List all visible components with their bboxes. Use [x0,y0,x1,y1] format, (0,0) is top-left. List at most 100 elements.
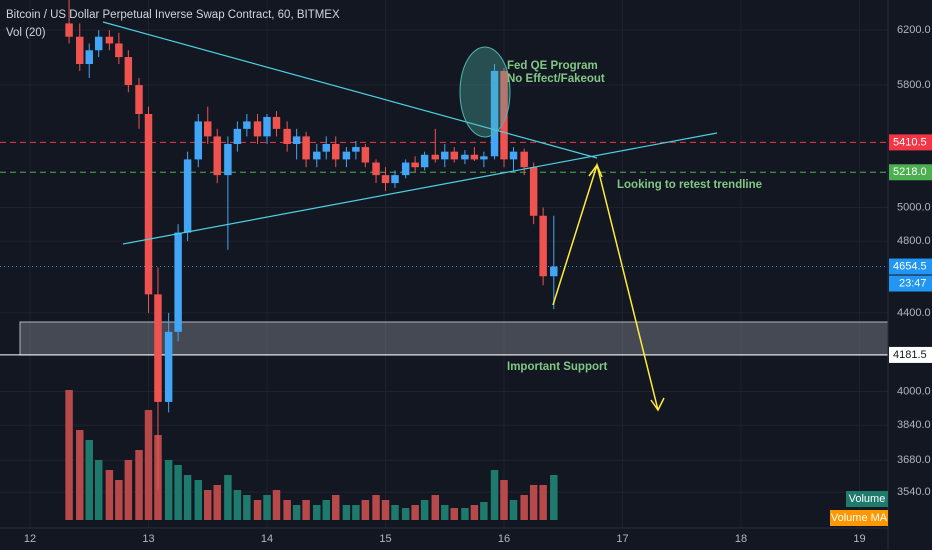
y-tick-label: 6200.0 [897,24,931,36]
candle-body [194,121,203,160]
candle-body [94,36,103,51]
axes: 6200.0 5800.0 5000.0 4800.0 4400.0 4000.0 3840… [24,24,932,545]
candle-body [263,116,271,137]
candle-body [401,162,410,176]
candle-body [124,57,133,86]
y-tick-label: 3840.0 [897,419,931,431]
x-tick-label: 17 [616,533,628,545]
candle-body [302,136,310,160]
volume-bar [233,490,242,520]
candle-body [520,151,528,168]
volume-bar [332,495,340,520]
candle-body [441,151,449,160]
volume-bar [461,508,469,520]
volume-bar [272,490,281,520]
candle-body [154,294,162,402]
candle-body [490,70,499,157]
y-tick-label: 3540.0 [897,486,931,498]
volume-bar [372,495,380,520]
x-tick-label: 12 [24,533,36,545]
candle-body [381,175,390,184]
candle-body [65,23,73,37]
candles [65,0,558,490]
y-tick-label: 3680.0 [897,454,931,466]
volume-bar [420,500,429,520]
candle-body [322,143,330,152]
volume-bar [94,460,103,520]
candle-body [480,156,488,160]
volume-bar [204,490,212,520]
volume-bar [65,390,73,520]
volume-bar [322,500,330,520]
candle-body [213,136,221,176]
x-tick-label: 14 [261,533,273,545]
volume-bar [76,430,84,520]
countdown: 23:47 [899,277,927,289]
volume-bar [135,450,143,520]
price-label-box [889,258,932,275]
price-label: 5218.0 [893,166,927,178]
volume-bar [381,500,390,520]
volume-bar [391,505,399,520]
candle-body [144,113,153,295]
price-label-box [889,346,932,363]
candle-body [470,154,479,160]
volume-bar [401,508,410,520]
candle-body [342,151,351,160]
volume-bar [164,460,173,520]
volume-bar [253,500,262,520]
trendline [102,21,598,159]
candle-body [550,266,558,277]
candle-body [272,116,281,129]
volume-bar [213,485,221,520]
trendline [122,132,718,245]
x-tick-label: 19 [853,533,865,545]
candle-body [233,128,242,144]
volume-bar [85,440,93,520]
price-label: 4181.5 [893,349,927,361]
y-tick-label: 5000.0 [897,201,931,213]
candle-body [313,151,321,160]
volume-bar [550,475,558,520]
candle-body [372,162,380,176]
volume-bar [224,475,232,520]
legend-entry: Volume [849,493,886,505]
volume-bar [520,495,528,520]
legend-box [846,491,888,507]
candle-body [529,167,538,216]
volume-bar [470,505,479,520]
volume-bar [490,470,499,520]
candle-body [500,70,508,160]
volume-bar [411,505,419,520]
volume-bar [263,495,271,520]
y-tick-label: 5800.0 [897,79,931,91]
legend-entry: Volume MA [831,512,888,524]
candle-body [76,36,84,64]
volume-bar [302,500,310,520]
volume-bar [529,485,538,520]
volume-bar [115,480,123,520]
volume-bar [441,505,449,520]
volume-bar [144,410,153,520]
annotation: No Effect/Fakeout [507,73,605,85]
candle-body [391,175,399,184]
volume-bar [183,475,192,520]
candle-body [431,154,440,160]
candle-body [224,143,232,176]
support-zone [19,321,889,356]
candle-body [115,43,123,58]
annotation: Important Support [507,361,607,373]
candle-body [509,151,518,160]
x-tick-label: 18 [735,533,747,545]
volume-bar [352,505,360,520]
arrow-head [588,163,603,178]
volume-bar [283,500,291,520]
volume-bar [361,500,370,520]
x-tick-label: 13 [142,533,154,545]
volume-bar [509,500,518,520]
legend-box [830,510,888,526]
candle-body [105,36,114,44]
arrow-head [650,397,665,412]
volume-bar [539,485,547,520]
